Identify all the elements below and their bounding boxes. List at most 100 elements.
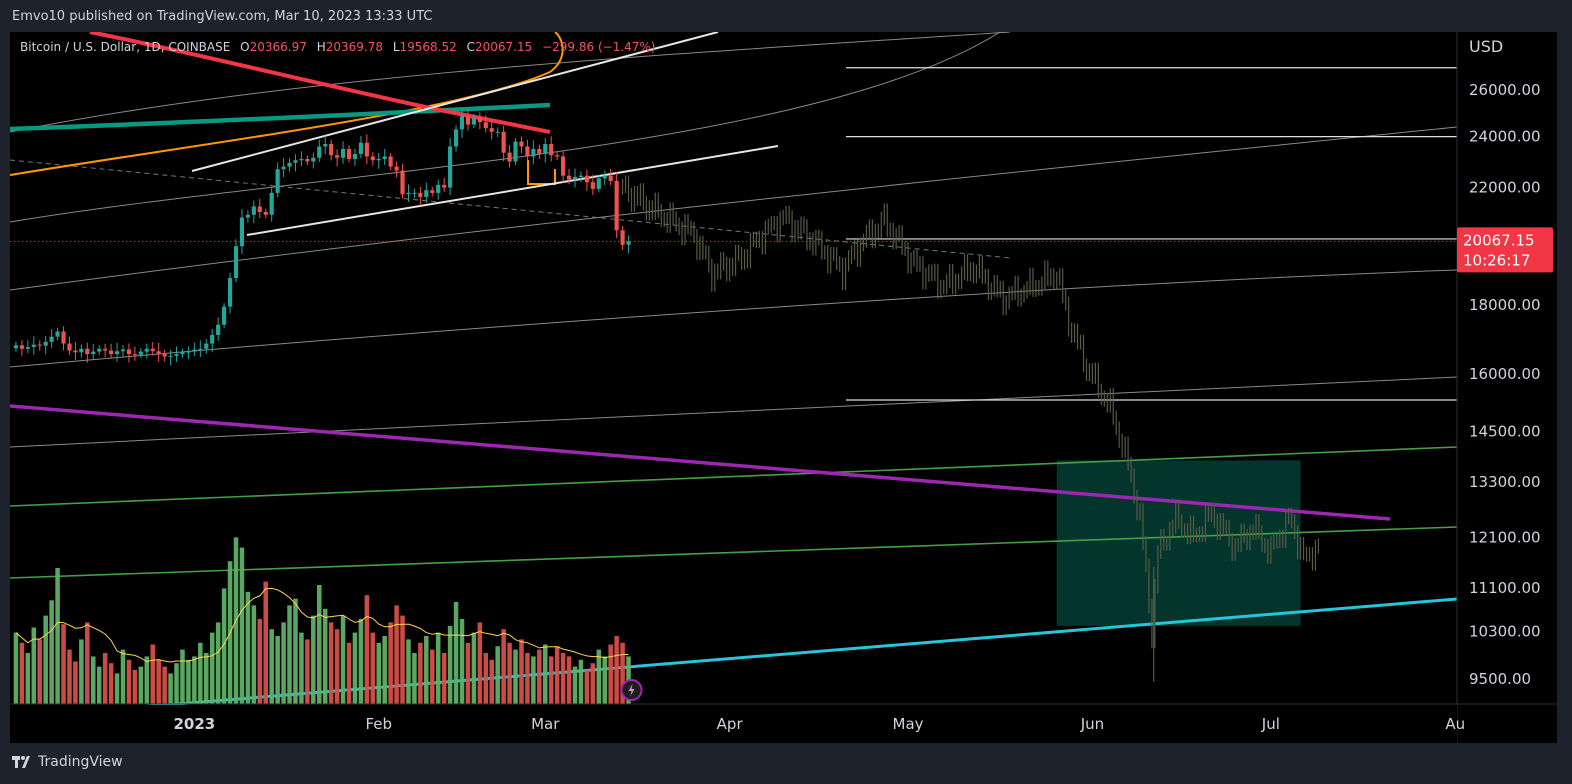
candle-body[interactable] <box>114 351 120 355</box>
candle-body[interactable] <box>43 341 48 346</box>
candle-body[interactable] <box>436 184 441 193</box>
candle-body[interactable] <box>566 175 572 180</box>
range-box[interactable] <box>1056 460 1301 626</box>
candle-body[interactable] <box>109 350 114 355</box>
candle-body[interactable] <box>281 166 286 170</box>
candle-body[interactable] <box>430 190 435 193</box>
candle-body[interactable] <box>507 152 512 162</box>
candle-body[interactable] <box>620 230 625 245</box>
candle-body[interactable] <box>596 178 601 189</box>
candle-body[interactable] <box>317 146 322 158</box>
candle-body[interactable] <box>465 116 471 125</box>
candle-body[interactable] <box>388 156 393 167</box>
candle-body[interactable] <box>602 175 607 179</box>
candle-body[interactable] <box>329 143 334 156</box>
price-chart[interactable]: USD 26000.00 24000.00 22000.00 18000.00 16000… <box>10 32 1557 743</box>
chart-area[interactable]: USD 26000.00 24000.00 22000.00 18000.00 16000… <box>10 32 1557 743</box>
candle-body[interactable] <box>31 344 36 348</box>
candle-body[interactable] <box>358 142 363 154</box>
candle-body[interactable] <box>126 349 132 355</box>
symbol-name[interactable]: Bitcoin / U.S. Dollar, 1D, COINBASE <box>20 40 231 54</box>
candle-body[interactable] <box>323 143 328 147</box>
candle-body[interactable] <box>79 348 84 353</box>
candle-body[interactable] <box>471 117 476 125</box>
candle-body[interactable] <box>584 175 589 183</box>
candle-body[interactable] <box>489 128 494 132</box>
candle-body[interactable] <box>531 148 536 157</box>
candle-body[interactable] <box>299 158 304 161</box>
candle-body[interactable] <box>543 143 548 154</box>
candle-body[interactable] <box>549 143 554 156</box>
candle-body[interactable] <box>614 180 619 231</box>
candle-body[interactable] <box>239 217 245 247</box>
candle-body[interactable] <box>459 116 465 130</box>
candle-body[interactable] <box>222 306 227 325</box>
candle-body[interactable] <box>448 146 453 188</box>
candle-body[interactable] <box>19 345 24 349</box>
time-axis-panel[interactable] <box>10 705 1457 743</box>
candle-body[interactable] <box>287 162 292 167</box>
candle-body[interactable] <box>370 156 375 161</box>
candle-body[interactable] <box>73 350 78 353</box>
candle-body[interactable] <box>525 146 530 157</box>
candle-body[interactable] <box>346 148 352 159</box>
candle-body[interactable] <box>174 354 179 356</box>
candle-body[interactable] <box>424 190 429 197</box>
candle-body[interactable] <box>55 331 60 337</box>
candle-body[interactable] <box>192 349 197 352</box>
candle-body[interactable] <box>382 156 387 159</box>
purple-trendline[interactable] <box>10 404 1391 521</box>
candle-body[interactable] <box>144 348 149 352</box>
candle-body[interactable] <box>364 142 369 157</box>
candle-body[interactable] <box>275 169 280 193</box>
candle-body[interactable] <box>608 175 613 181</box>
candle-body[interactable] <box>13 345 19 349</box>
tradingview-brand[interactable]: TradingView <box>12 754 123 770</box>
candle-body[interactable] <box>198 348 203 350</box>
candle-body[interactable] <box>572 176 578 180</box>
candle-body[interactable] <box>311 157 316 162</box>
candle-body[interactable] <box>513 141 518 162</box>
candle-body[interactable] <box>25 347 30 349</box>
candle-body[interactable] <box>340 148 346 158</box>
candle-body[interactable] <box>537 148 542 154</box>
candle-body[interactable] <box>352 153 358 159</box>
candle-body[interactable] <box>561 156 566 176</box>
candle-body[interactable] <box>251 206 256 215</box>
candle-body[interactable] <box>210 334 215 344</box>
candle-body[interactable] <box>97 348 102 352</box>
candle-body[interactable] <box>335 155 340 158</box>
candle-body[interactable] <box>418 192 423 197</box>
candle-body[interactable] <box>257 206 262 212</box>
candle-body[interactable] <box>590 182 595 189</box>
candle-body[interactable] <box>400 170 405 195</box>
candle-body[interactable] <box>150 348 155 352</box>
candle-body[interactable] <box>483 122 488 129</box>
candle-body[interactable] <box>495 131 500 133</box>
candle-body[interactable] <box>293 160 298 163</box>
candle-body[interactable] <box>49 336 54 342</box>
candle-body[interactable] <box>138 351 143 355</box>
candle-body[interactable] <box>453 129 459 147</box>
candle-body[interactable] <box>168 355 173 357</box>
price-axis-panel[interactable] <box>1457 32 1557 743</box>
candle-body[interactable] <box>269 192 274 215</box>
candle-body[interactable] <box>227 277 233 307</box>
candle-body[interactable] <box>67 343 72 351</box>
candle-body[interactable] <box>162 354 167 357</box>
candle-body[interactable] <box>578 175 584 177</box>
candle-body[interactable] <box>37 344 42 346</box>
candle-body[interactable] <box>501 131 506 153</box>
candle-body[interactable] <box>305 158 310 162</box>
candle-body[interactable] <box>61 331 66 344</box>
candle-body[interactable] <box>216 324 221 335</box>
candle-body[interactable] <box>412 192 417 194</box>
candle-body[interactable] <box>394 166 399 171</box>
candle-body[interactable] <box>477 117 482 123</box>
candle-body[interactable] <box>263 211 268 215</box>
candle-body[interactable] <box>103 348 108 351</box>
candle-body[interactable] <box>180 352 185 355</box>
candle-body[interactable] <box>132 354 137 356</box>
candle-body[interactable] <box>233 246 239 278</box>
candle-body[interactable] <box>91 351 96 355</box>
